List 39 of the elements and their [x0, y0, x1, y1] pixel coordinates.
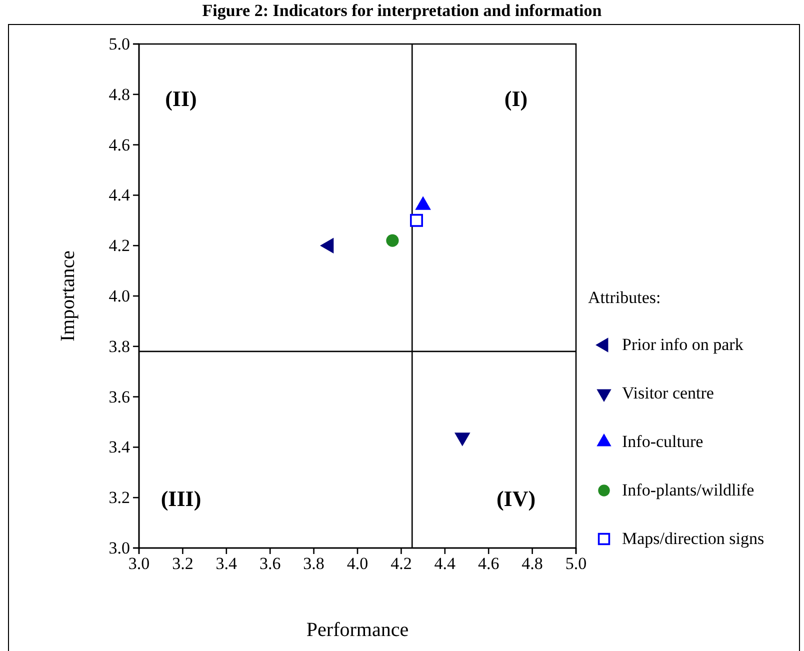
x-tick-label: 3.2 [172, 554, 194, 574]
y-tick-label: 4.8 [108, 84, 130, 104]
y-tick-label: 3.6 [108, 387, 130, 406]
point [410, 214, 423, 227]
x-tick-label: 3.6 [259, 554, 281, 574]
legend-label: Maps/direction signs [622, 529, 764, 548]
x-tick-label: 4.2 [390, 554, 412, 574]
x-tick-label: 4.0 [346, 554, 368, 574]
x-tick-label: 4.4 [434, 554, 456, 574]
annotation: (I) [504, 86, 528, 111]
y-tick-label: 4.2 [108, 236, 130, 256]
x-tick-label: 3.4 [216, 554, 238, 574]
x-tick-label: 4.8 [522, 554, 543, 574]
y-tick-label: 5.0 [108, 34, 130, 54]
annotation: (III) [160, 486, 202, 511]
y-tick-label: 4.0 [108, 286, 130, 306]
x-tick-label: 5.0 [565, 554, 587, 574]
chart-title: Figure 2: Indicators for interpretation and information [202, 1, 602, 20]
y-tick-label: 3.0 [108, 538, 130, 558]
x-tick-label: 3.8 [303, 554, 324, 574]
legend-title: Attributes: [588, 288, 661, 307]
annotation: (IV) [496, 486, 536, 511]
annotation: (II) [165, 86, 197, 111]
point [454, 432, 470, 446]
point [386, 234, 399, 247]
legend-label: Prior info on park [622, 335, 744, 354]
y-tick-label: 3.8 [108, 336, 130, 356]
legend-label: Visitor centre [622, 384, 714, 402]
y-tick-label: 4.4 [108, 186, 130, 205]
x-tick-label: 3.0 [128, 554, 150, 574]
x-axis-title: Performance [306, 619, 409, 641]
y-tick-label: 3.4 [108, 438, 130, 457]
legend-label: Info-plants/wildlife [622, 480, 754, 500]
y-tick-label: 4.6 [108, 135, 130, 154]
x-tick-label: 4.6 [478, 554, 500, 574]
point [320, 238, 334, 254]
legend-label: Info-culture [622, 432, 704, 451]
y-tick-label: 3.2 [108, 488, 130, 508]
y-axis-title: Importance [57, 250, 79, 342]
